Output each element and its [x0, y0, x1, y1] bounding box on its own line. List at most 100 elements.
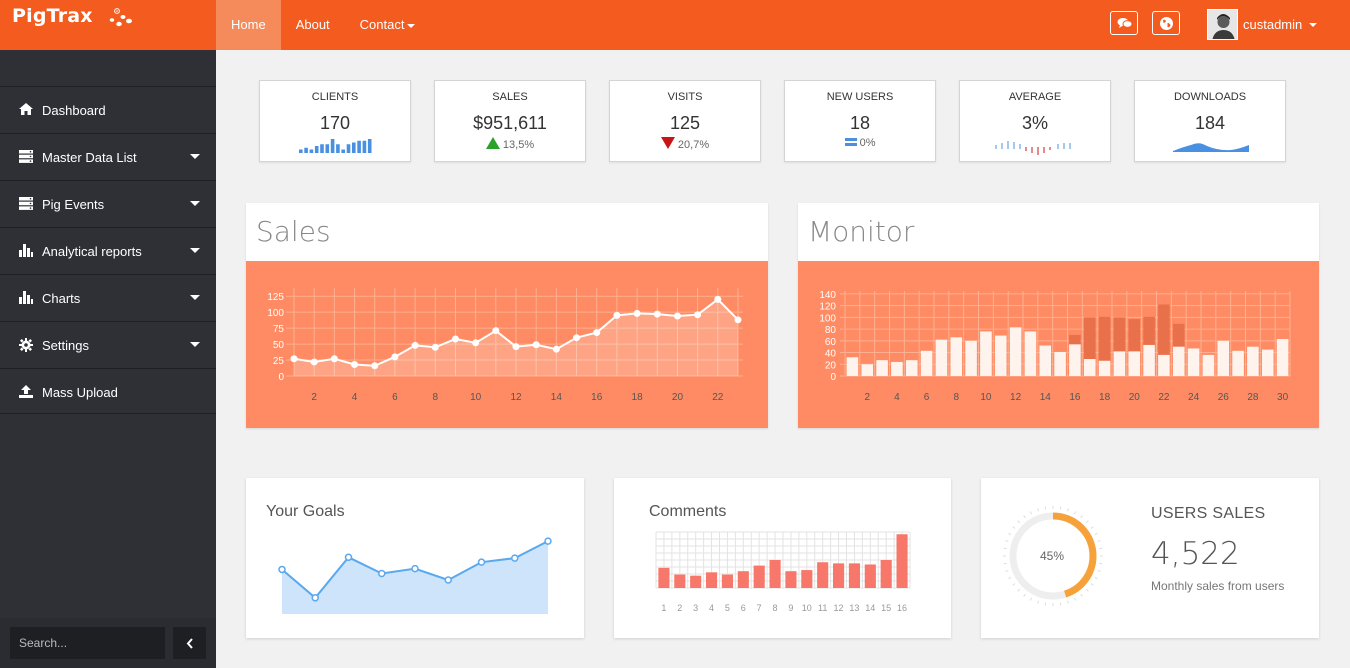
nav-home[interactable]: Home — [216, 0, 281, 50]
x-tick-label: 20 — [1129, 392, 1141, 403]
stat-average: AVERAGE 3% — [959, 80, 1111, 162]
monitor-bar — [1158, 354, 1170, 376]
stat-sparkline — [260, 137, 410, 157]
home-icon — [19, 103, 33, 115]
donut-tick — [1017, 588, 1021, 592]
x-tick-label: 20 — [672, 392, 684, 403]
monitor-bar — [1009, 327, 1022, 376]
stat-sales: SALES $951,611 13,5% — [434, 80, 586, 162]
globe-icon — [1160, 17, 1173, 30]
monitor-bar-back — [1083, 317, 1096, 376]
monitor-bar — [1217, 340, 1230, 376]
chevron-down-icon — [190, 342, 200, 347]
donut-tick — [1067, 600, 1069, 604]
spark-bar — [325, 144, 330, 153]
spark-bar — [362, 140, 367, 153]
monitor-bar — [1143, 344, 1155, 376]
comments-chart: 1 2 3 4 5 6 7 8 9 10 11 12 13 14 15 16 — [655, 531, 911, 613]
sales-point — [330, 355, 338, 363]
monitor-bar — [905, 360, 918, 376]
sidebar-item-mass-upload[interactable]: Mass Upload — [0, 368, 216, 414]
main-nav: Home About Contact — [216, 0, 430, 50]
donut-tick — [1037, 508, 1039, 512]
goals-point — [344, 553, 353, 562]
stat-clients: CLIENTS 170 — [259, 80, 411, 162]
nav-home-label: Home — [231, 17, 266, 32]
monitor-bar — [1128, 351, 1141, 376]
x-tick-label: 14 — [865, 603, 875, 613]
brand-name[interactable]: PigTrax — [12, 5, 93, 27]
monitor-bar — [1172, 346, 1185, 376]
messages-button[interactable] — [1110, 11, 1138, 35]
chevron-down-icon — [190, 201, 200, 206]
comment-bar — [721, 574, 733, 588]
triangle-down-icon — [660, 137, 675, 149]
x-tick-label: 6 — [392, 392, 398, 403]
stat-value: 3% — [1021, 113, 1048, 133]
y-tick-label: 75 — [273, 324, 285, 335]
goals-area — [282, 541, 548, 614]
avatar[interactable] — [1207, 9, 1238, 40]
sales-point — [371, 362, 379, 370]
sidebar: Dashboard Master Data List Pig Events An… — [0, 50, 216, 668]
goals-point — [278, 565, 286, 574]
search-input[interactable] — [10, 627, 165, 659]
sidebar-item-analytical-reports[interactable]: Analytical reports — [0, 227, 216, 273]
x-tick-label: 7 — [757, 603, 762, 613]
users-sales-value: 4,522 — [1151, 536, 1240, 572]
x-tick-label: 16 — [591, 392, 603, 403]
chevron-down-icon — [407, 23, 416, 28]
comment-bar — [833, 563, 845, 588]
collapse-sidebar-button[interactable] — [173, 627, 206, 659]
donut-tick — [1029, 511, 1033, 515]
donut-tick — [1094, 576, 1098, 580]
sidebar-item-master-data-list[interactable]: Master Data List — [0, 133, 216, 179]
sidebar-item-settings[interactable]: Settings — [0, 321, 216, 367]
sidebar-item-pig-events[interactable]: Pig Events — [0, 180, 216, 226]
donut-tick — [1012, 526, 1016, 529]
x-tick-label: 10 — [802, 603, 812, 613]
stat-change-value: 20,7% — [677, 139, 710, 151]
sales-point — [492, 327, 500, 335]
goals-point — [378, 569, 386, 578]
sales-point — [472, 339, 480, 347]
sales-point — [653, 310, 661, 318]
brand[interactable]: PigTrax — [0, 0, 216, 50]
monitor-bar — [965, 340, 977, 376]
stat-title: NEW USERS — [826, 91, 894, 103]
sales-point — [451, 335, 459, 343]
nav-about[interactable]: About — [281, 0, 345, 50]
donut-tick — [1012, 583, 1016, 586]
donut-tick — [1008, 576, 1012, 580]
stat-value: 125 — [669, 113, 701, 133]
y-tick-label: 140 — [819, 290, 836, 301]
donut-tick — [1008, 532, 1012, 536]
spark-bar — [357, 140, 361, 153]
y-tick-label: 20 — [825, 360, 837, 371]
comment-bar — [674, 574, 686, 588]
comment-bar — [706, 572, 718, 588]
x-tick-label: 15 — [881, 603, 891, 613]
globe-button[interactable] — [1152, 11, 1180, 35]
stat-sparkline — [1135, 137, 1285, 157]
comment-bar — [896, 534, 908, 588]
sidebar-item-charts[interactable]: Charts — [0, 274, 216, 320]
y-tick-label: 50 — [273, 340, 285, 351]
stat-title: VISITS — [667, 91, 703, 103]
nav-contact[interactable]: Contact — [345, 0, 431, 50]
monitor-bar — [1261, 349, 1274, 376]
spark-bar — [352, 142, 356, 153]
y-tick-label: 40 — [825, 349, 837, 360]
monitor-bar-back — [1128, 319, 1141, 376]
x-tick-label: 14 — [551, 392, 563, 403]
y-tick-label: 80 — [825, 325, 837, 336]
x-tick-label: 16 — [1069, 392, 1081, 403]
spark-bar — [336, 144, 340, 153]
stat-change-value: 0% — [859, 137, 876, 149]
monitor-bar — [920, 350, 933, 376]
paw-logo-icon — [109, 8, 132, 27]
sidebar-item-dashboard[interactable]: Dashboard — [0, 86, 216, 132]
donut-tick — [1067, 508, 1069, 512]
donut-tick — [1080, 515, 1083, 519]
x-tick-label: 8 — [773, 603, 778, 613]
